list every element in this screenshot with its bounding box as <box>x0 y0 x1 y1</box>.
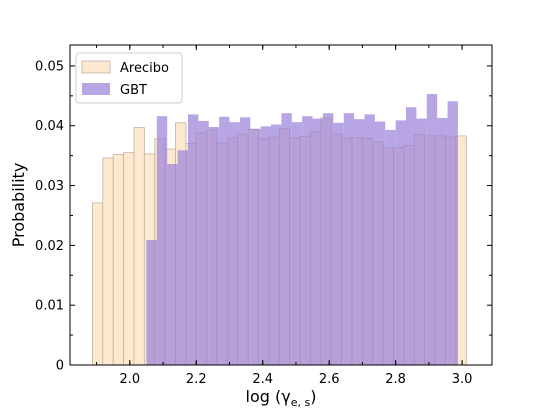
x-axis-label-main: log (γ <box>246 387 291 406</box>
gbt-bar <box>239 117 251 365</box>
arecibo-bar <box>112 154 124 366</box>
x-axis-label-close: ) <box>310 387 316 406</box>
gbt-bar <box>426 94 438 366</box>
gbt-bar <box>416 118 427 365</box>
gbt-bar <box>302 116 313 365</box>
y-axis-label: Probability <box>9 163 28 248</box>
gbt-bar <box>156 116 168 365</box>
gbt-bar <box>229 122 240 366</box>
gbt-bar <box>385 129 396 365</box>
y-tick-label: 0.04 <box>35 119 64 134</box>
x-tick-label: 2.4 <box>252 372 273 387</box>
x-tick-label: 2.8 <box>385 372 406 387</box>
gbt-bar <box>437 117 448 366</box>
x-tick-label: 2.6 <box>319 372 340 387</box>
gbt-bar <box>198 120 209 365</box>
x-tick-label: 2.0 <box>119 372 140 387</box>
gbt-bar <box>343 113 355 365</box>
y-tick-label: 0 <box>56 359 64 374</box>
x-tick-label: 2.2 <box>186 372 207 387</box>
plot-frame <box>69 44 493 366</box>
arecibo-bar <box>102 157 114 366</box>
legend-label-arecibo: Arecibo <box>120 61 169 76</box>
gbt-bar <box>395 120 407 365</box>
gbt-bars <box>146 94 458 366</box>
gbt-bar <box>354 119 365 366</box>
legend: Arecibo GBT <box>75 52 183 104</box>
gbt-bar <box>312 118 323 365</box>
gbt-bar <box>364 114 375 365</box>
gbt-bar <box>260 126 272 365</box>
gbt-bar <box>167 164 178 365</box>
gbt-bar <box>406 107 417 366</box>
y-tick-label: 0.01 <box>35 299 64 314</box>
legend-swatch-gbt <box>82 83 110 95</box>
gbt-bar <box>271 124 282 366</box>
x-axis-label: log (γe, s) <box>246 387 317 409</box>
gbt-bar <box>146 239 157 365</box>
gbt-bar <box>322 113 334 365</box>
arecibo-bar <box>92 202 104 366</box>
gbt-bar <box>291 122 303 366</box>
y-tick-label: 0.02 <box>35 239 64 254</box>
y-tick-label: 0.03 <box>35 179 64 194</box>
x-tick-label: 3.0 <box>452 372 473 387</box>
legend-swatch-arecibo <box>81 60 111 74</box>
legend-label-gbt: GBT <box>120 83 147 98</box>
gbt-bar <box>281 113 292 365</box>
gbt-bar <box>250 128 261 365</box>
x-axis-label-subscript: e, s <box>291 396 311 409</box>
gbt-bar <box>208 126 220 365</box>
arecibo-bar <box>133 127 145 366</box>
arecibo-bar <box>123 152 135 366</box>
gbt-bar <box>177 150 188 365</box>
gbt-bar <box>219 116 230 366</box>
y-tick-label: 0.05 <box>35 59 64 74</box>
axis-ticks: 2.0 2.2 2.4 2.6 2.8 3.0 0 0.01 0.02 0.03 0.04 0.05 <box>35 45 492 387</box>
gbt-bar <box>333 122 344 365</box>
gbt-bar <box>187 114 199 365</box>
gbt-bar <box>447 101 458 365</box>
gbt-bar <box>374 121 386 365</box>
